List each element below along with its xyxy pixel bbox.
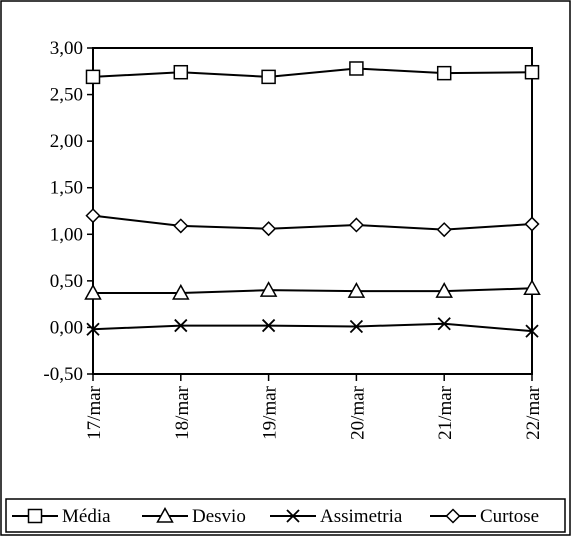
data-point-assimetria bbox=[86, 322, 100, 336]
data-point-curtose bbox=[85, 208, 101, 224]
data-point-media bbox=[349, 61, 364, 76]
legend-marker-desvio bbox=[156, 506, 174, 523]
legend-marker-assimetria bbox=[286, 509, 300, 523]
series-line-assimetria bbox=[92, 322, 533, 333]
data-point-media bbox=[436, 65, 452, 81]
data-point-media bbox=[173, 64, 189, 80]
x-tick-label: 21/mar bbox=[435, 385, 456, 439]
data-point-desvio bbox=[84, 283, 102, 300]
data-point-curtose bbox=[436, 222, 452, 238]
x-tick-label: 20/mar bbox=[347, 385, 368, 439]
data-point-desvio bbox=[435, 282, 453, 298]
y-tick-label: 2,50 bbox=[50, 85, 83, 106]
data-point-curtose bbox=[261, 221, 277, 237]
series-line-media bbox=[92, 67, 533, 78]
legend-label-desvio: Desvio bbox=[192, 506, 246, 527]
data-point-media bbox=[85, 69, 101, 85]
data-point-curtose bbox=[173, 218, 189, 234]
legend-marker-media bbox=[27, 508, 43, 524]
y-tick-label: 1,00 bbox=[50, 224, 83, 245]
legend-label-media: Média bbox=[62, 506, 111, 527]
data-point-curtose bbox=[348, 217, 364, 233]
x-tick-label: 17/mar bbox=[84, 385, 105, 439]
legend-label-assimetria: Assimetria bbox=[320, 506, 403, 527]
data-point-assimetria bbox=[525, 324, 539, 338]
series-line-curtose bbox=[92, 214, 533, 231]
data-point-media bbox=[261, 69, 276, 85]
y-tick-label: -0,50 bbox=[43, 364, 83, 385]
data-point-desvio bbox=[523, 279, 541, 296]
data-point-media bbox=[524, 64, 540, 80]
data-point-curtose bbox=[524, 216, 540, 232]
x-tick-label: 18/mar bbox=[172, 385, 193, 439]
data-point-desvio bbox=[259, 281, 278, 297]
y-tick-label: 1,50 bbox=[50, 178, 83, 199]
data-point-assimetria bbox=[437, 317, 451, 331]
data-point-desvio bbox=[347, 282, 366, 298]
legend-marker-curtose bbox=[445, 508, 461, 524]
y-tick-label: 0,50 bbox=[50, 271, 83, 292]
x-tick-label: 22/mar bbox=[523, 385, 544, 439]
y-tick-label: 2,00 bbox=[50, 131, 83, 152]
data-point-assimetria bbox=[174, 318, 188, 333]
data-point-desvio bbox=[172, 283, 190, 300]
legend: Média Desvio Assimetria Curtose bbox=[5, 498, 566, 533]
data-point-assimetria bbox=[349, 319, 364, 334]
data-point-assimetria bbox=[261, 318, 276, 333]
legend-label-curtose: Curtose bbox=[480, 506, 539, 527]
x-tick-label: 19/mar bbox=[260, 385, 281, 439]
y-tick-label: 0,00 bbox=[50, 317, 83, 338]
y-tick-label: 3,00 bbox=[50, 38, 83, 59]
series-line-desvio bbox=[93, 287, 533, 294]
